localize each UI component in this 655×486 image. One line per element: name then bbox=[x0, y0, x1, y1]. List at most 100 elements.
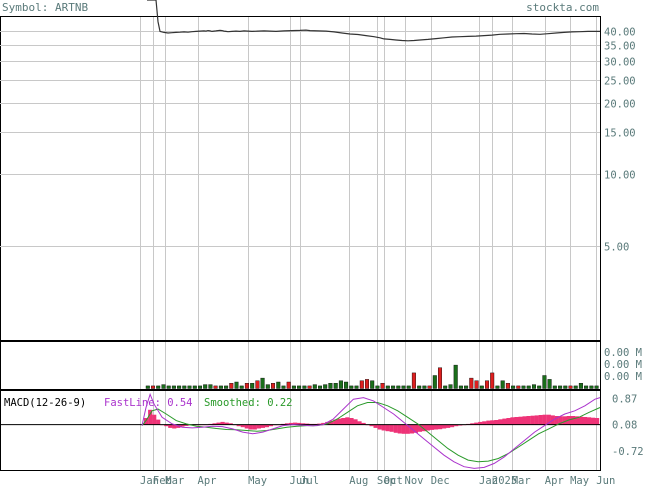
macd-hist-bar bbox=[546, 414, 551, 425]
volume-axis-ticks: 0.00 M0.00 M0.00 M bbox=[604, 347, 642, 383]
macd-hist-bar bbox=[542, 414, 547, 425]
x-tick-label: Oct bbox=[384, 475, 403, 486]
macd-hist-bar bbox=[417, 424, 422, 432]
volume-bar bbox=[532, 384, 537, 389]
volume-bar bbox=[208, 384, 213, 389]
price-tick-label: 40.00 bbox=[604, 27, 636, 39]
macd-hist-bar bbox=[184, 424, 189, 426]
macd-hist-bar bbox=[297, 422, 302, 425]
macd-hist-bar bbox=[534, 415, 539, 425]
volume-bar bbox=[318, 385, 323, 389]
macd-hist-bar bbox=[325, 421, 330, 425]
volume-bar bbox=[542, 375, 547, 389]
x-tick-label: Feb bbox=[153, 475, 172, 486]
volume-bar bbox=[469, 377, 474, 389]
volume-tick-label: 0.00 M bbox=[604, 359, 642, 371]
price-panel-frame bbox=[0, 16, 601, 341]
volume-bar bbox=[547, 379, 552, 389]
macd-hist-bar bbox=[582, 417, 588, 425]
macd-hist-bar bbox=[172, 424, 177, 429]
macd-hist-bar bbox=[562, 416, 567, 425]
volume-bar bbox=[182, 385, 187, 389]
volume-bar bbox=[354, 385, 359, 389]
x-tick-label: Jul bbox=[300, 475, 319, 486]
volume-bar bbox=[197, 385, 202, 389]
macd-hist-bar bbox=[212, 423, 217, 425]
volume-bar bbox=[234, 381, 239, 389]
volume-bar bbox=[417, 385, 422, 389]
macd-histogram bbox=[144, 409, 600, 434]
price-tick-label: 10.00 bbox=[604, 170, 636, 182]
volume-bar bbox=[297, 385, 302, 389]
x-tick-label: May bbox=[248, 475, 267, 486]
macd-hist-bar bbox=[405, 424, 410, 434]
macd-hist-bar bbox=[514, 417, 519, 425]
macd-hist-bar bbox=[228, 423, 233, 425]
volume-bar bbox=[224, 385, 229, 389]
macd-hist-bar bbox=[433, 424, 439, 430]
macd-hist-bar bbox=[373, 424, 378, 428]
macd-hist-bar bbox=[494, 420, 499, 425]
macd-smoothed-line bbox=[141, 402, 601, 463]
volume-bar bbox=[365, 379, 370, 389]
volume-bar bbox=[192, 385, 197, 389]
volume-bar bbox=[145, 385, 150, 389]
x-tick-label: Aug bbox=[349, 475, 368, 486]
volume-panel-frame bbox=[0, 341, 601, 390]
macd-hist-bar bbox=[353, 419, 358, 425]
macd-tick-label: -0.72 bbox=[612, 446, 644, 458]
macd-hist-bar bbox=[361, 422, 366, 425]
macd-smooth-label: Smoothed: 0.22 bbox=[204, 397, 293, 409]
volume-bar bbox=[312, 384, 317, 389]
macd-hist-bar bbox=[490, 420, 495, 425]
x-tick-label: Jun bbox=[290, 475, 309, 486]
volume-bar bbox=[260, 377, 265, 389]
macd-hist-bar bbox=[345, 417, 350, 425]
volume-bar bbox=[568, 385, 573, 389]
macd-hist-bar bbox=[454, 424, 459, 427]
volume-bar bbox=[370, 380, 375, 389]
volume-bar bbox=[344, 381, 349, 389]
price-tick-label: 20.00 bbox=[604, 99, 636, 111]
macd-fast-label: FastLine: 0.54 bbox=[104, 397, 193, 409]
macd-hist-bar bbox=[152, 414, 157, 425]
macd-hist-bar bbox=[502, 418, 507, 425]
volume-bar bbox=[526, 385, 531, 389]
macd-hist-bar bbox=[526, 416, 531, 425]
macd-hist-bar bbox=[224, 422, 229, 425]
x-tick-label: Apr bbox=[198, 475, 217, 486]
volume-bar bbox=[448, 384, 453, 389]
macd-hist-bar bbox=[506, 418, 511, 425]
volume-vgrid bbox=[140, 342, 597, 389]
volume-bar bbox=[307, 385, 312, 389]
volume-bar bbox=[255, 380, 260, 389]
macd-hist-bar bbox=[470, 423, 475, 425]
x-tick-label: 2025 bbox=[492, 475, 517, 486]
macd-hist-bar bbox=[595, 418, 600, 425]
macd-hist-bar bbox=[216, 422, 221, 425]
macd-hist-bar bbox=[570, 416, 575, 425]
macd-hist-bar bbox=[578, 416, 584, 425]
macd-hist-bar bbox=[401, 424, 406, 434]
volume-bar bbox=[474, 380, 479, 389]
volume-bar bbox=[438, 367, 443, 389]
volume-bar bbox=[250, 383, 255, 389]
x-tick-label: Nov bbox=[405, 475, 424, 486]
macd-hist-bar bbox=[341, 418, 346, 425]
site-label[interactable]: stockta.com bbox=[526, 1, 599, 14]
volume-bar bbox=[422, 385, 427, 389]
volume-tick-label: 0.00 M bbox=[604, 347, 642, 359]
volume-bar bbox=[177, 385, 182, 389]
volume-bar bbox=[286, 381, 291, 389]
macd-hist-bar bbox=[248, 424, 253, 430]
macd-hist-bar bbox=[293, 422, 298, 425]
volume-bar bbox=[244, 383, 249, 389]
macd-hist-bar bbox=[144, 418, 149, 425]
macd-hist-bar bbox=[389, 424, 394, 432]
volume-bar bbox=[432, 375, 437, 389]
symbol-label: Symbol: ARTNB bbox=[2, 1, 88, 14]
macd-hist-bar bbox=[478, 421, 483, 425]
volume-bar bbox=[229, 383, 234, 389]
macd-hist-bar bbox=[236, 424, 241, 427]
